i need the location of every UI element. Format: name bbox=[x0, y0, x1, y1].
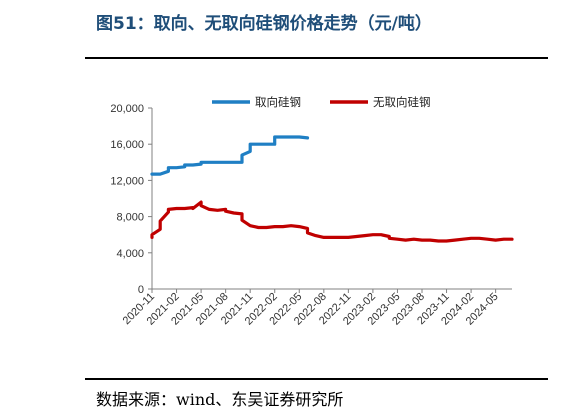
y-axis: 0 4,000 8,000 12,000 16,000 20,000 bbox=[110, 103, 153, 296]
x-axis: 2020-112021-022021-052021-082021-112022-… bbox=[121, 288, 512, 328]
series-layer bbox=[150, 135, 514, 243]
y-tick-label: 0 bbox=[138, 284, 144, 296]
y-tick-label: 12,000 bbox=[110, 175, 144, 187]
bottom-divider bbox=[85, 378, 548, 380]
y-tick-label: 8,000 bbox=[116, 212, 144, 224]
series-line-1 bbox=[150, 200, 514, 243]
top-divider bbox=[85, 57, 548, 59]
price-trend-chart: 0 4,000 8,000 12,000 16,000 20,000 2020-11202… bbox=[110, 95, 514, 328]
y-tick-label: 4,000 bbox=[116, 248, 144, 260]
y-tick-label: 20,000 bbox=[110, 103, 144, 115]
y-tick-label: 16,000 bbox=[110, 139, 144, 151]
legend-label-0: 取向硅钢 bbox=[255, 95, 301, 109]
source-note: 数据来源：wind、东吴证券研究所 bbox=[96, 390, 344, 409]
series-line-0 bbox=[150, 135, 310, 176]
chart-legend: 取向硅钢 无取向硅钢 bbox=[212, 95, 431, 109]
figure-title: 图51：取向、无取向硅钢价格走势（元/吨） bbox=[96, 14, 432, 34]
legend-label-1: 无取向硅钢 bbox=[373, 95, 431, 109]
